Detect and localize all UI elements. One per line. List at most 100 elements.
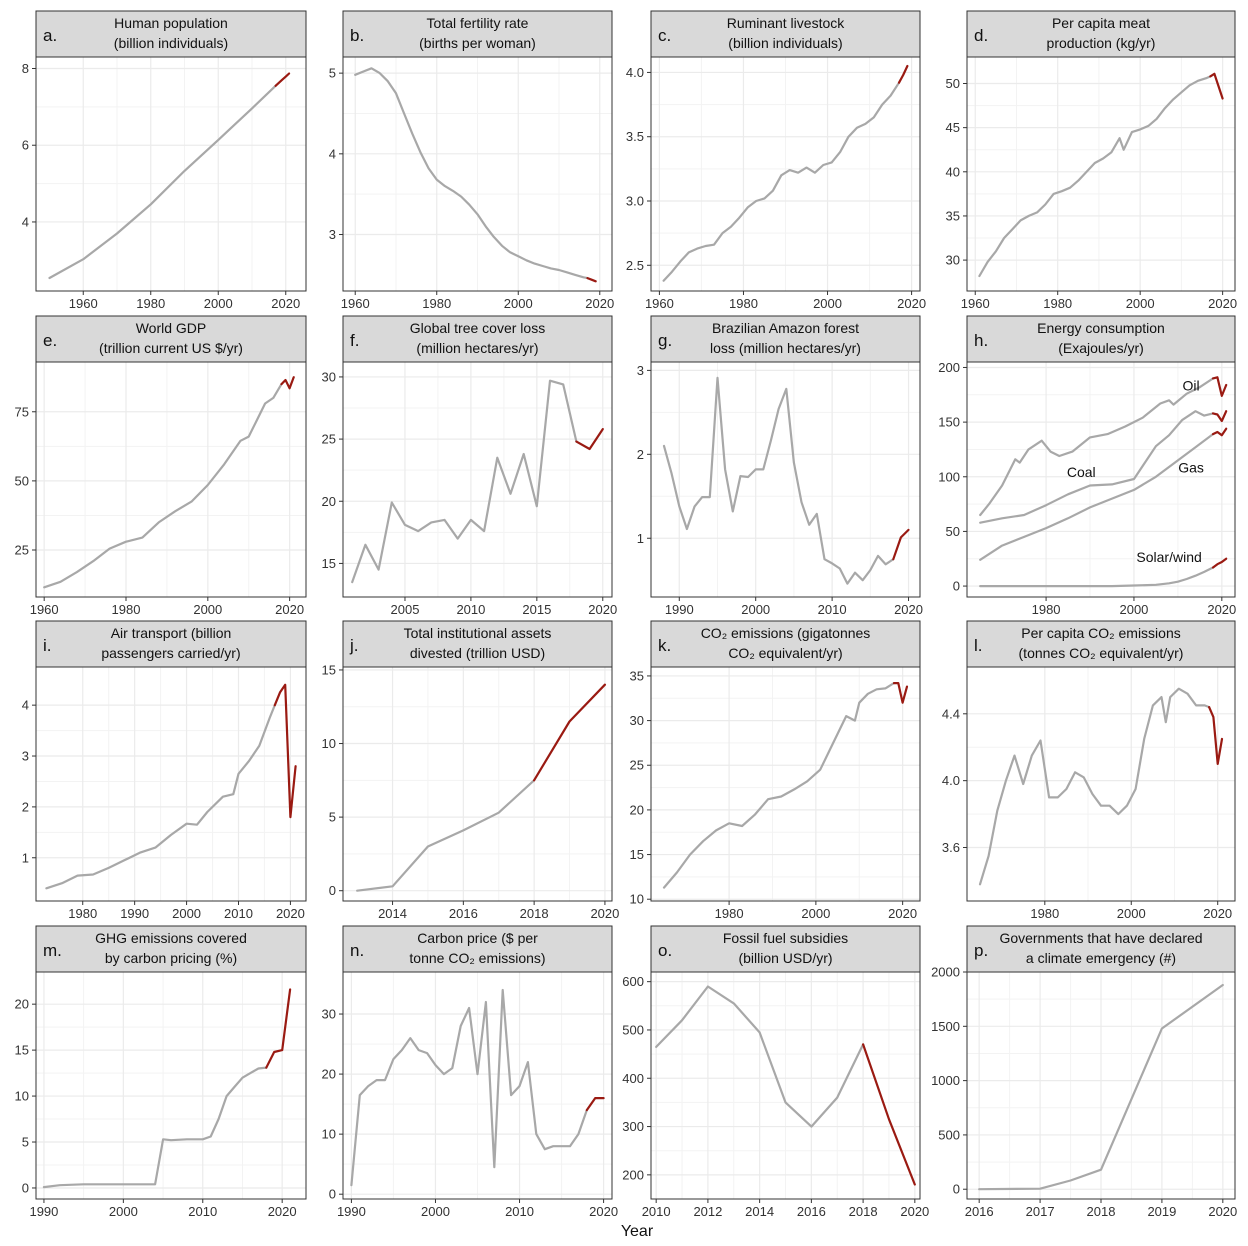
y-tick-label: 3.0	[626, 194, 644, 209]
x-tick-label: 2000	[504, 296, 533, 311]
x-tick-label: 2012	[693, 1204, 722, 1219]
series-line	[978, 687, 1211, 886]
panel-title-line: (Exajoules/yr)	[1058, 340, 1144, 356]
panel-strip	[35, 620, 307, 668]
panel-border	[966, 361, 1236, 598]
y-tick-label: 8	[22, 61, 29, 76]
y-tick-label: 600	[622, 974, 644, 989]
series-line	[979, 377, 1215, 517]
y-tick-label: 500	[938, 1127, 960, 1142]
x-tick-label: 2016	[797, 1204, 826, 1219]
panel-k: k. CO₂ emissions (gigatonnes CO₂ equivalen…	[630, 620, 921, 921]
series-line-recent	[1211, 376, 1228, 397]
y-tick-label: 200	[938, 360, 960, 375]
x-tick-label: 2000	[1117, 906, 1146, 921]
panel-title-line: Ruminant livestock	[727, 15, 845, 31]
panel-letter: d.	[974, 26, 988, 45]
plot-area	[36, 667, 306, 901]
y-tick-label: 30	[322, 1007, 336, 1022]
panel-letter: p.	[974, 941, 988, 960]
y-tick-label: 15	[322, 662, 336, 677]
panel-title-line: Total institutional assets	[404, 625, 552, 641]
x-tick-label: 1980	[729, 296, 758, 311]
x-tick-label: 2000	[801, 906, 830, 921]
series-line	[979, 566, 1215, 588]
y-tick-label: 3.6	[942, 840, 960, 855]
panel-border	[342, 666, 613, 902]
x-tick-label: 2020	[1208, 296, 1237, 311]
panel-title-line: Per capita meat	[1052, 15, 1150, 31]
y-tick-label: 25	[322, 432, 336, 447]
x-tick-label: 1990	[120, 906, 149, 921]
series-line-recent	[533, 683, 606, 782]
panel-j: j. Total institutional assets divested (tr…	[322, 620, 619, 921]
x-tick-label: 2014	[745, 1204, 774, 1219]
x-tick-label: 1980	[1043, 296, 1072, 311]
panel-title-line: by carbon pricing (%)	[105, 950, 237, 966]
series-line	[354, 67, 589, 280]
y-tick-label: 35	[630, 668, 644, 683]
x-tick-label: 2020	[897, 296, 926, 311]
panel-letter: e.	[43, 331, 57, 350]
x-tick-label: 1960	[645, 296, 674, 311]
series-line-recent	[892, 528, 910, 561]
panel-title-line: Human population	[114, 15, 228, 31]
y-tick-label: 300	[622, 1119, 644, 1134]
y-tick-label: 6	[22, 138, 29, 153]
x-tick-label: 2020	[888, 906, 917, 921]
y-tick-label: 2.5	[626, 258, 644, 273]
x-tick-label: 2000	[1119, 602, 1148, 617]
series-line-recent	[265, 988, 292, 1069]
panel-title-line: (tonnes CO₂ equivalent/yr)	[1019, 645, 1184, 661]
x-tick-label: 1980	[1032, 602, 1061, 617]
x-tick-label: 2016	[449, 906, 478, 921]
panel-strip	[966, 315, 1236, 363]
x-tick-label: 1960	[961, 296, 990, 311]
annotation-label: Oil	[1183, 377, 1200, 393]
panel-title-line: Total fertility rate	[427, 15, 529, 31]
x-tick-label: 2020	[275, 602, 304, 617]
x-tick-label: 2020	[590, 906, 619, 921]
panel-title-line: Air transport (billion	[111, 625, 232, 641]
y-tick-label: 3	[637, 363, 644, 378]
series-line	[45, 704, 276, 890]
panel-strip	[966, 10, 1236, 58]
series-line-recent	[1208, 706, 1224, 765]
x-tick-label: 2000	[741, 602, 770, 617]
y-tick-label: 3	[329, 227, 336, 242]
series-line-recent	[1211, 427, 1228, 437]
x-tick-label: 2017	[1026, 1204, 1055, 1219]
plot-area	[967, 667, 1235, 901]
series-line-recent	[892, 682, 909, 704]
panel-strip	[35, 925, 307, 973]
panel-title-line: GHG emissions covered	[95, 930, 247, 946]
y-tick-label: 20	[322, 1067, 336, 1082]
panel-border	[966, 56, 1236, 292]
series-line-recent	[586, 277, 597, 283]
x-tick-label: 2018	[520, 906, 549, 921]
panel-title-line: Per capita CO₂ emissions	[1021, 625, 1181, 641]
x-tick-label: 1980	[1030, 906, 1059, 921]
panel-title-line: (billion USD/yr)	[738, 950, 832, 966]
panel-border	[35, 56, 307, 292]
panel-title-line: passengers carried/yr)	[101, 645, 240, 661]
series-line-recent	[273, 683, 297, 819]
x-tick-label: 1980	[422, 296, 451, 311]
figure-x-axis-label: Year	[621, 1223, 654, 1240]
panel-title-line: (billion individuals)	[728, 35, 842, 51]
x-tick-label: 2010	[505, 1204, 534, 1219]
x-tick-label: 2020	[894, 602, 923, 617]
series-line	[350, 988, 588, 1187]
y-tick-label: 100	[938, 469, 960, 484]
x-tick-label: 2000	[813, 296, 842, 311]
series-line	[48, 84, 277, 280]
y-tick-label: 4	[329, 146, 336, 161]
x-tick-label: 2000	[109, 1204, 138, 1219]
series-line	[978, 75, 1212, 278]
y-tick-label: 3.5	[626, 129, 644, 144]
panel-border	[650, 971, 921, 1200]
annotation-label: Coal	[1067, 464, 1096, 480]
panel-strip	[650, 620, 921, 668]
series-line	[662, 682, 896, 889]
